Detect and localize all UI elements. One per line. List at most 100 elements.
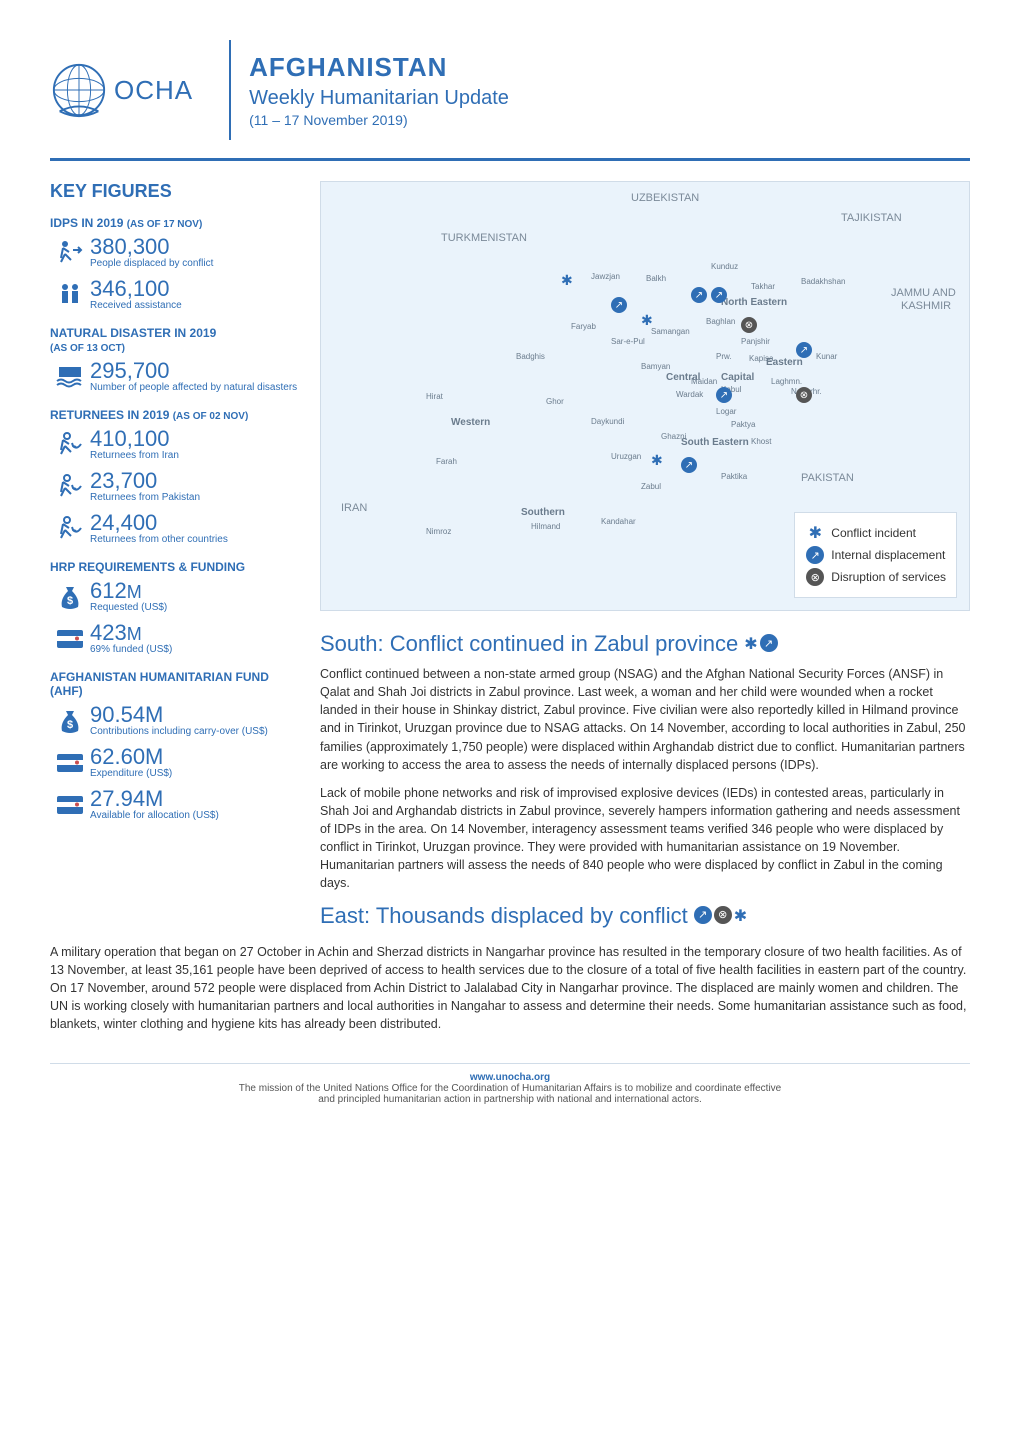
map-province-label: Ghor [546, 397, 564, 406]
ret-other-desc: Returnees from other countries [90, 534, 228, 546]
stat-hrp-req: $ 612M Requested (US$) [50, 580, 300, 614]
map-province-label: Daykundi [591, 417, 624, 426]
legend-conflict-label: Conflict incident [831, 526, 916, 540]
natdis-desc: Number of people affected by natural dis… [90, 382, 297, 394]
map-province-label: Kandahar [601, 517, 636, 526]
idp-icon: ↗ [796, 342, 812, 358]
idp-icon: ↗ [806, 546, 824, 564]
ahf-label: AFGHANISTAN HUMANITARIAN FUND (AHF) [50, 670, 300, 698]
natdis-value: 295,700 [90, 360, 297, 382]
map-province-label: Zabul [641, 482, 661, 491]
map-region-label: Southern [521, 507, 565, 518]
map-country-label: IRAN [341, 502, 367, 514]
conflict-icon: ✱ [809, 523, 822, 543]
map-province-label: Takhar [751, 282, 775, 291]
idp-icon: ↗ [760, 634, 778, 652]
stat-ret-other: 24,400 Returnees from other countries [50, 512, 300, 546]
idp-icon: ↗ [694, 906, 712, 924]
ahf-expend-value: 62.60M [90, 746, 172, 768]
hrp-label: HRP REQUIREMENTS & FUNDING [50, 560, 300, 574]
org-name: OCHA [114, 75, 193, 106]
map-country-label: UZBEKISTAN [631, 192, 699, 204]
map-province-label: Nimroz [426, 527, 451, 536]
ocha-logo: OCHA [50, 61, 193, 119]
map-province-label: Paktika [721, 472, 747, 481]
returning-person-icon [50, 430, 90, 460]
key-figures-sidebar: KEY FIGURES IDPS IN 2019 (AS OF 17 NOV) … [50, 181, 300, 937]
map-province-label: Khost [751, 437, 771, 446]
money-bag-icon: $ [50, 707, 90, 735]
idp-assisted-value: 346,100 [90, 278, 182, 300]
map-province-label: Prw. [716, 352, 732, 361]
south-p1: Conflict continued between a non-state a… [320, 665, 970, 774]
footer-line2: and principled humanitarian action in pa… [50, 1094, 970, 1105]
disrupt-icon: ⊗ [796, 387, 812, 403]
idp-icon: ↗ [691, 287, 707, 303]
map-country-label: TAJIKISTAN [841, 212, 902, 224]
two-people-icon [50, 280, 90, 310]
map-province-label: Kapisa [749, 354, 773, 363]
map-province-label: Baghlan [706, 317, 735, 326]
legend-idp: ↗ Internal displacement [805, 545, 946, 565]
idp-displaced-value: 380,300 [90, 236, 213, 258]
conflict-icon: ✱ [651, 452, 663, 469]
map-province-label: Sar-e-Pul [611, 337, 645, 346]
map-province-label: Wardak [676, 390, 703, 399]
map-province-label: Hirat [426, 392, 443, 401]
map-province-label: Kunduz [711, 262, 738, 271]
ahf-avail-desc: Available for allocation (US$) [90, 810, 219, 822]
map-province-label: Jawzjan [591, 272, 620, 281]
hrp-funded-desc: 69% funded (US$) [90, 644, 172, 656]
header-title-block: AFGHANISTAN Weekly Humanitarian Update (… [249, 52, 509, 128]
idp-icon: ↗ [681, 457, 697, 473]
afghanistan-map: UZBEKISTANTURKMENISTANTAJIKISTANJAMMU AN… [320, 181, 970, 611]
conflict-icon: ✱ [744, 634, 757, 654]
ahf-contrib-desc: Contributions including carry-over (US$) [90, 726, 268, 738]
money-bag-icon: $ [50, 583, 90, 611]
idps-label: IDPS IN 2019 (AS OF 17 NOV) [50, 216, 300, 230]
ret-pak-value: 23,700 [90, 470, 200, 492]
map-province-label: Balkh [646, 274, 666, 283]
map-region-label: South Eastern [681, 437, 749, 448]
map-province-label: Maidan [691, 377, 717, 386]
wallet-icon [50, 628, 90, 650]
hrp-req-value: 612M [90, 580, 167, 602]
map-country-label: JAMMU AND [891, 287, 956, 299]
stat-idp-assisted: 346,100 Received assistance [50, 278, 300, 312]
stat-ret-pak: 23,700 Returnees from Pakistan [50, 470, 300, 504]
idp-assisted-desc: Received assistance [90, 300, 182, 312]
stat-ahf-expend: 62.60M Expenditure (US$) [50, 746, 300, 780]
map-region-label: North Eastern [721, 297, 787, 308]
legend-conflict: ✱ Conflict incident [805, 523, 946, 543]
ahf-expend-desc: Expenditure (US$) [90, 768, 172, 780]
un-globe-icon [50, 61, 108, 119]
map-province-label: Badghis [516, 352, 545, 361]
header-divider [229, 40, 231, 140]
idp-displaced-desc: People displaced by conflict [90, 258, 213, 270]
returning-person-icon [50, 514, 90, 544]
running-person-icon [50, 238, 90, 268]
stat-natdis: 295,700 Number of people affected by nat… [50, 360, 300, 394]
south-heading: South: Conflict continued in Zabul provi… [320, 631, 970, 657]
map-province-label: Laghmn. [771, 377, 802, 386]
wallet-icon [50, 752, 90, 774]
ahf-contrib-value: 90.54M [90, 704, 268, 726]
map-province-label: Kunar [816, 352, 837, 361]
conflict-icon: ✱ [561, 272, 573, 289]
map-province-label: Logar [716, 407, 736, 416]
disrupt-icon: ⊗ [741, 317, 757, 333]
idp-icon: ↗ [711, 287, 727, 303]
map-legend: ✱ Conflict incident ↗ Internal displacem… [794, 512, 957, 598]
map-country-label: KASHMIR [901, 300, 951, 312]
ret-pak-desc: Returnees from Pakistan [90, 492, 200, 504]
legend-idp-label: Internal displacement [831, 548, 945, 562]
water-waves-icon [50, 365, 90, 389]
stat-idp-displaced: 380,300 People displaced by conflict [50, 236, 300, 270]
map-province-label: Badakhshan [801, 277, 845, 286]
map-region-label: Capital [721, 372, 754, 383]
ret-iran-desc: Returnees from Iran [90, 450, 179, 462]
header: OCHA AFGHANISTAN Weekly Humanitarian Upd… [50, 40, 970, 161]
legend-disrupt: ⊗ Disruption of services [805, 567, 946, 587]
east-heading: East: Thousands displaced by conflict ↗ … [320, 903, 970, 929]
footer: www.unocha.org The mission of the United… [50, 1063, 970, 1105]
